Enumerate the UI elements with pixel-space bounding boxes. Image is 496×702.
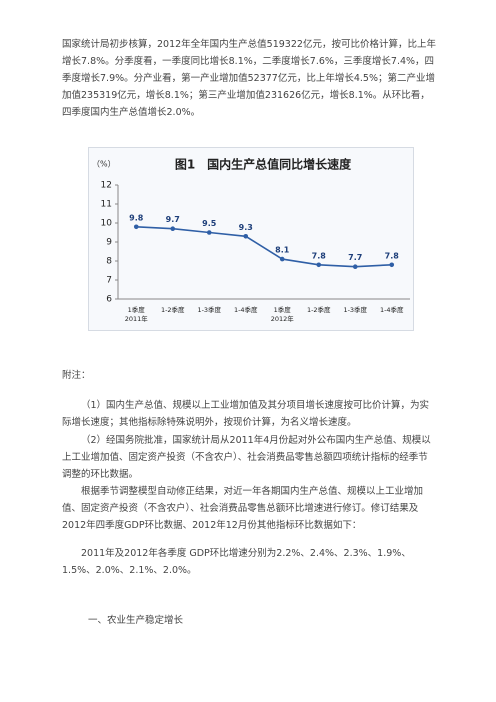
x-tick-label: 1-4季度 (234, 305, 258, 314)
x-group-label: 2012年 (271, 314, 295, 323)
y-tick-label: 10 (101, 219, 113, 229)
x-tick-label: 1季度 (128, 305, 146, 314)
y-tick-label: 11 (101, 200, 112, 210)
note: （1）国内生产总值、规模以上工业增加值及其分项目增长速度按可比价计算，为实际增长… (62, 400, 430, 428)
point (316, 262, 322, 268)
y-tick-label: 6 (106, 295, 112, 305)
data-label: 7.8 (312, 251, 327, 260)
paragraph: 国家统计局初步核算，2012年全年国内生产总值519322亿元，按可比价格计算，… (62, 39, 436, 118)
data-label: 7.8 (385, 251, 400, 260)
data-label: 9.8 (129, 213, 144, 222)
chart: 图1 国内生产总值同比增长速度 （%） 67891011121季度2011年1-… (88, 147, 414, 331)
data-label: 9.7 (166, 215, 180, 224)
line (136, 226, 392, 268)
y-axis-label: （%） (92, 160, 116, 169)
y-tick-label: 12 (101, 181, 112, 191)
x-group-label: 2011年 (125, 314, 149, 323)
data-label: 8.1 (275, 246, 290, 255)
note: 2011年及2012年各季度 GDP环比增速分别为2.2%、2.4%、2.3%、… (62, 548, 411, 576)
y-tick-label: 9 (106, 238, 112, 248)
section-heading: 一、农业生产稳定增长 (88, 615, 184, 626)
point (206, 230, 212, 235)
y-tick-label: 8 (106, 257, 112, 267)
note: 根据季节调整模型自动修正结果，对近一年各期国内生产总值、规模以上工业增加值、固定… (62, 486, 424, 531)
point (389, 262, 395, 268)
x-tick-label: 1季度 (274, 305, 292, 314)
y-tick-label: 7 (106, 276, 112, 286)
point (133, 224, 139, 230)
point (352, 264, 358, 269)
data-label: 9.3 (239, 223, 253, 232)
point (170, 226, 176, 231)
chart-title: 图1 国内生产总值同比增长速度 (175, 157, 352, 172)
x-tick-label: 1-3季度 (343, 305, 367, 314)
note: （2）经国务院批准，国家统计局从2011年4月份起对外公布国内生产总值、规模以上… (62, 435, 431, 480)
notes-heading: 附注： (62, 370, 91, 381)
x-tick-label: 1-3季度 (197, 305, 221, 314)
x-tick-label: 1-4季度 (380, 305, 404, 314)
x-tick-label: 1-2季度 (161, 305, 185, 314)
point (243, 234, 249, 239)
x-tick-label: 1-2季度 (307, 305, 331, 314)
point (279, 256, 285, 262)
data-label: 7.7 (348, 253, 362, 262)
data-label: 9.5 (202, 219, 217, 228)
